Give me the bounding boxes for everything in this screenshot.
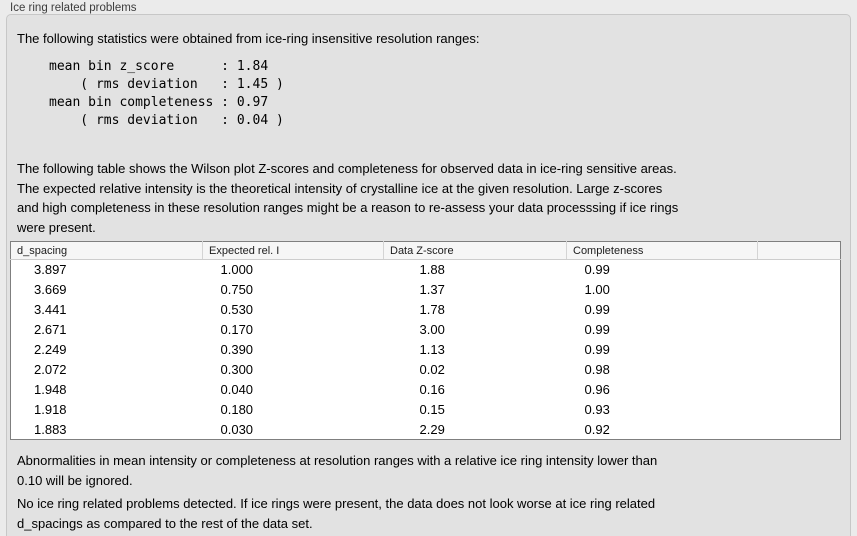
table-row[interactable]: 1.883 0.030 2.29 0.92 bbox=[11, 420, 841, 440]
table-cell bbox=[758, 320, 841, 340]
table-row[interactable]: 3.669 0.750 1.37 1.00 bbox=[11, 280, 841, 300]
table-cell bbox=[758, 340, 841, 360]
table-cell: 0.180 bbox=[220, 402, 254, 417]
table-cell: 0.99 bbox=[584, 302, 610, 317]
table-cell: 0.99 bbox=[584, 262, 610, 278]
table-cell: 1.00 bbox=[584, 282, 610, 297]
table-cell bbox=[758, 280, 841, 300]
table-cell: 1.918 bbox=[34, 402, 67, 417]
table-cell: 2.671 bbox=[34, 322, 67, 337]
table-cell: 0.530 bbox=[220, 302, 254, 317]
column-header-empty[interactable] bbox=[757, 241, 841, 260]
table-cell: 0.96 bbox=[584, 382, 610, 397]
table-cell bbox=[758, 380, 841, 400]
table-cell: 3.00 bbox=[419, 322, 445, 337]
table-row[interactable]: 2.249 0.390 1.13 0.99 bbox=[11, 340, 841, 360]
table-cell: 0.750 bbox=[220, 282, 254, 297]
ice-ring-panel: The following statistics were obtained f… bbox=[6, 14, 851, 536]
table-cell: 0.15 bbox=[419, 402, 445, 417]
groupbox-title: Ice ring related problems bbox=[10, 2, 137, 14]
stats-block: mean bin z_score : 1.84 ( rms deviation … bbox=[49, 59, 284, 128]
table-cell: 0.16 bbox=[419, 382, 445, 397]
table-cell: 1.13 bbox=[419, 342, 445, 357]
ice-ring-data-grid: d_spacing Expected rel. I Data Z-score Comp… bbox=[10, 241, 841, 440]
table-cell: 0.98 bbox=[584, 362, 610, 377]
table-cell: 3.441 bbox=[34, 302, 67, 317]
table-cell: 0.92 bbox=[584, 421, 610, 437]
intro-text: The following statistics were obtained f… bbox=[17, 31, 480, 46]
table-cell: 3.897 bbox=[34, 262, 67, 278]
table-cell: 2.249 bbox=[34, 342, 67, 357]
table-cell: 0.170 bbox=[220, 322, 254, 337]
table-cell: 0.99 bbox=[584, 322, 610, 337]
table-description: The following table shows the Wilson plo… bbox=[17, 161, 679, 235]
ice-ring-table: d_spacing Expected rel. I Data Z-score Comp… bbox=[10, 241, 841, 440]
conclusion-text: No ice ring related problems detected. I… bbox=[17, 496, 656, 531]
table-cell: 1.000 bbox=[220, 262, 254, 278]
column-header-data-z-score[interactable]: Data Z-score bbox=[383, 241, 567, 260]
table-cell: 1.88 bbox=[419, 262, 445, 278]
table-header-row: d_spacing Expected rel. I Data Z-score Comp… bbox=[10, 241, 841, 260]
column-header-completeness[interactable]: Completeness bbox=[566, 241, 758, 260]
table-cell: 2.29 bbox=[419, 421, 445, 437]
ignore-note: Abnormalities in mean intensity or compl… bbox=[17, 453, 658, 488]
table-cell bbox=[758, 300, 841, 320]
table-cell: 0.02 bbox=[419, 362, 445, 377]
table-cell: 1.78 bbox=[419, 302, 445, 317]
table-cell: 0.93 bbox=[584, 402, 610, 417]
table-cell bbox=[758, 420, 841, 440]
table-row[interactable]: 1.918 0.180 0.15 0.93 bbox=[11, 400, 841, 420]
table-cell: 1.883 bbox=[34, 421, 67, 437]
table-cell bbox=[758, 360, 841, 380]
table-cell: 0.390 bbox=[220, 342, 254, 357]
table-cell: 3.669 bbox=[34, 282, 67, 297]
table-row[interactable]: 3.441 0.530 1.78 0.99 bbox=[11, 300, 841, 320]
table-cell bbox=[758, 260, 841, 280]
table-row[interactable]: 2.671 0.170 3.00 0.99 bbox=[11, 320, 841, 340]
column-header-expected-rel-i[interactable]: Expected rel. I bbox=[202, 241, 384, 260]
column-header-d-spacing[interactable]: d_spacing bbox=[10, 241, 203, 260]
table-row[interactable]: 2.072 0.300 0.02 0.98 bbox=[11, 360, 841, 380]
table-cell: 1.948 bbox=[34, 382, 67, 397]
table-cell bbox=[758, 400, 841, 420]
table-row[interactable]: 1.948 0.040 0.16 0.96 bbox=[11, 380, 841, 400]
table-cell: 0.300 bbox=[220, 362, 254, 377]
table-cell: 2.072 bbox=[34, 362, 67, 377]
table-cell: 0.99 bbox=[584, 342, 610, 357]
table-cell: 0.030 bbox=[220, 421, 254, 437]
table-row[interactable]: 3.897 1.000 1.88 0.99 bbox=[11, 260, 841, 280]
table-cell: 1.37 bbox=[419, 282, 445, 297]
table-cell: 0.040 bbox=[220, 382, 254, 397]
